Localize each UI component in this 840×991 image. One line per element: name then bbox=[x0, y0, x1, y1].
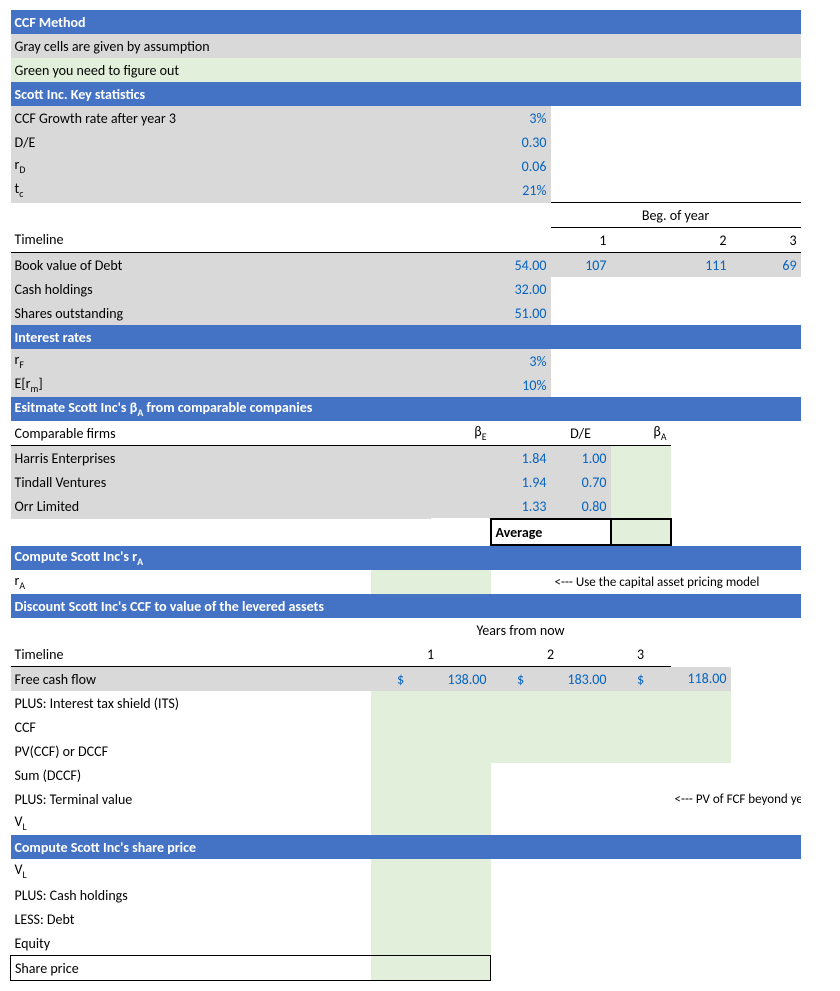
comp-name-2: Orr Limited bbox=[11, 494, 371, 519]
label-pvccf: PV(CCF) or DCCF bbox=[11, 739, 251, 763]
val-y2: 2 bbox=[671, 228, 731, 253]
label-erm: E[rm] bbox=[11, 373, 371, 397]
fcf-3: 118.00 bbox=[671, 667, 731, 692]
fcf-d2: $ bbox=[491, 667, 551, 692]
val-erm: 10% bbox=[491, 373, 551, 397]
label-growth: CCF Growth rate after year 3 bbox=[11, 106, 371, 130]
table-row: Orr Limited 1.33 0.80 bbox=[11, 494, 801, 519]
note-capm: <--- Use the capital asset pricing model bbox=[551, 570, 801, 594]
val-y1: 1 bbox=[551, 228, 611, 253]
note-green: Green you need to figure out bbox=[11, 58, 801, 82]
val-cash: 32.00 bbox=[491, 277, 551, 301]
label-rf: rF bbox=[11, 349, 371, 373]
header-key-stats: Scott Inc. Key statistics bbox=[11, 82, 801, 106]
fcf-2: 183.00 bbox=[551, 667, 611, 692]
label-its: PLUS: Interest tax shield (ITS) bbox=[11, 691, 251, 715]
val-rd: 0.06 bbox=[491, 154, 551, 178]
fcf-1: 138.00 bbox=[431, 667, 491, 692]
label-timeline2: Timeline bbox=[11, 642, 251, 667]
label-vl: VL bbox=[11, 811, 251, 835]
label-beg-year: Beg. of year bbox=[551, 203, 801, 228]
label-plus-cash: PLUS: Cash holdings bbox=[11, 883, 251, 907]
col-firm: Comparable firms bbox=[11, 421, 251, 446]
header-compute-ra: Compute Scott Inc's rA bbox=[11, 545, 801, 570]
comp-be-2: 1.33 bbox=[431, 494, 551, 519]
label-years-from-now: Years from now bbox=[371, 618, 671, 642]
label-tc: tc bbox=[11, 178, 371, 203]
val-bvd3: 69 bbox=[731, 253, 801, 278]
comp-de-1: 0.70 bbox=[551, 470, 611, 494]
val-de: 0.30 bbox=[491, 130, 551, 154]
val-growth: 3% bbox=[491, 106, 551, 130]
val-average bbox=[611, 519, 671, 545]
table-row: Harris Enterprises 1.84 1.00 bbox=[11, 446, 801, 471]
header-share-price: Compute Scott Inc's share price bbox=[11, 835, 801, 859]
label-average: Average bbox=[491, 519, 611, 545]
label-bvd: Book value of Debt bbox=[11, 253, 251, 278]
header-discount: Discount Scott Inc's CCF to value of the… bbox=[11, 594, 801, 618]
ccf-y1: 1 bbox=[371, 642, 491, 667]
label-cash: Cash holdings bbox=[11, 277, 251, 301]
label-vl2: VL bbox=[11, 859, 251, 883]
label-equity: Equity bbox=[11, 931, 251, 956]
label-ra: rA bbox=[11, 570, 251, 594]
header-beta-est: Esitmate Scott Inc's βA from comparable … bbox=[11, 397, 801, 421]
note-gray: Gray cells are given by assumption bbox=[11, 34, 801, 58]
val-shares: 51.00 bbox=[491, 301, 551, 325]
val-bvd: 54.00 bbox=[491, 253, 551, 278]
val-ra bbox=[371, 570, 491, 594]
val-y3: 3 bbox=[731, 228, 801, 253]
comp-de-2: 0.80 bbox=[551, 494, 611, 519]
label-less-debt: LESS: Debt bbox=[11, 907, 251, 931]
col-be: βE bbox=[371, 421, 491, 446]
comp-de-0: 1.00 bbox=[551, 446, 611, 471]
fcf-d3: $ bbox=[611, 667, 671, 692]
val-bvd2: 111 bbox=[671, 253, 731, 278]
note-tv: <--- PV of FCF beyond year 3 bbox=[671, 787, 801, 811]
label-share-price: Share price bbox=[11, 956, 251, 981]
fcf-d1: $ bbox=[371, 667, 431, 692]
comp-name-1: Tindall Ventures bbox=[11, 470, 371, 494]
comp-name-0: Harris Enterprises bbox=[11, 446, 371, 471]
label-tv: PLUS: Terminal value bbox=[11, 787, 251, 811]
col-de: D/E bbox=[551, 421, 611, 446]
ccf-y3: 3 bbox=[611, 642, 671, 667]
label-ccf: CCF bbox=[11, 715, 251, 739]
header-interest: Interest rates bbox=[11, 325, 801, 349]
table-row: Tindall Ventures 1.94 0.70 bbox=[11, 470, 801, 494]
label-fcf: Free cash flow bbox=[11, 667, 251, 692]
val-rf: 3% bbox=[491, 349, 551, 373]
val-tc: 21% bbox=[491, 178, 551, 203]
val-bvd1: 107 bbox=[551, 253, 611, 278]
comp-be-1: 1.94 bbox=[431, 470, 551, 494]
label-timeline: Timeline bbox=[11, 228, 251, 253]
ccf-y2: 2 bbox=[491, 642, 611, 667]
label-shares: Shares outstanding bbox=[11, 301, 251, 325]
label-de: D/E bbox=[11, 130, 371, 154]
comp-be-0: 1.84 bbox=[431, 446, 551, 471]
label-rd: rD bbox=[11, 154, 371, 178]
label-sum: Sum (DCCF) bbox=[11, 763, 251, 787]
col-ba: βA bbox=[611, 421, 671, 446]
header-ccf-method: CCF Method bbox=[11, 10, 801, 34]
